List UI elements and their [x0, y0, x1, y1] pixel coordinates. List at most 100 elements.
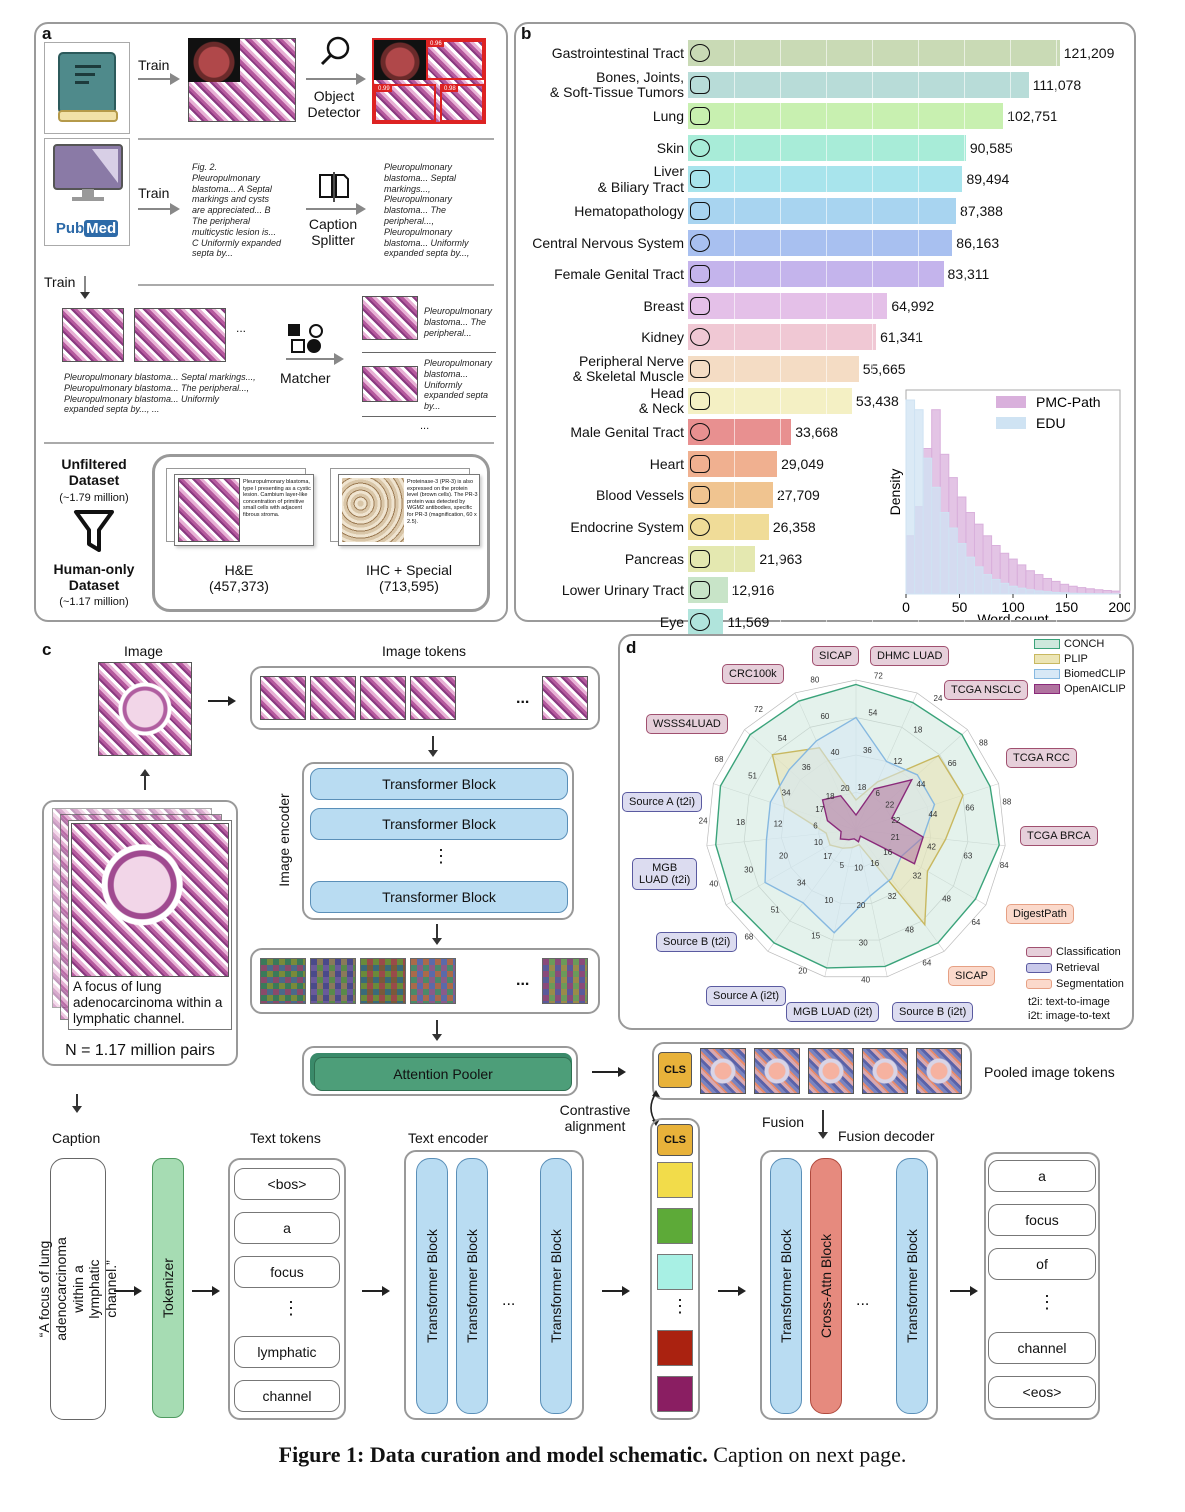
radar-tick-label: 6 [813, 821, 818, 830]
radar-axis-label: TCGA NSCLC [944, 680, 1029, 700]
radar-tick-label: 54 [868, 709, 877, 718]
bar-grid-line [964, 40, 965, 641]
pairs-count: N = 1.17 million pairs [65, 1042, 215, 1059]
text-encoder-ellipsis: ... [502, 1292, 516, 1309]
radar-tick-label: 15 [811, 931, 820, 940]
caption-splitter-icon [318, 172, 350, 207]
radar-tick-label: 63 [963, 852, 972, 861]
model-legend-swatch [1034, 639, 1060, 649]
row-divider-3 [44, 442, 494, 444]
histogram-bar [991, 578, 1001, 595]
tokenizer-label: Tokenizer [160, 1258, 177, 1318]
bar-category-label: Skin [656, 139, 684, 156]
histogram-bar [1016, 587, 1027, 595]
pubmed-logo-b: Med [84, 220, 119, 237]
radar-tick-label: 40 [831, 748, 840, 757]
bar [688, 166, 963, 193]
bar-category-label: Kidney [641, 329, 684, 346]
radar-tick-label: 30 [744, 866, 753, 875]
bar [688, 198, 957, 224]
model-legend-item: BiomedCLIP [1034, 668, 1126, 680]
histogram-x-tick-label: 50 [952, 599, 968, 615]
text-embedding-box [650, 1118, 700, 1420]
nerve-icon [690, 360, 710, 378]
pair-card: A focus of lung adenocarcinoma within a … [68, 820, 232, 1030]
radar-tick-label: 64 [971, 918, 980, 927]
radar-tick-label: 44 [928, 810, 937, 819]
bar [688, 229, 953, 256]
histogram-legend-label: PMC-Path [1036, 394, 1101, 410]
brain-icon [690, 233, 710, 252]
matcher-input-image-1 [62, 308, 124, 362]
bar-category-label: Lower Urinary Tract [561, 582, 684, 599]
split-captions-text: Pleuropulmonary blastoma... Septal marki… [384, 162, 470, 259]
organ-bar-chart: Gastrointestinal Tract 121,209 Bones, Join… [514, 22, 1136, 641]
histogram-y-label: Density [887, 469, 903, 516]
match-divider [362, 352, 496, 353]
image-embedding [360, 958, 406, 1004]
bar-category-label: Lung [652, 108, 684, 125]
radar-tick-label: 17 [823, 852, 832, 861]
radar-tick-label: 72 [874, 672, 883, 681]
bar-grid-line [872, 40, 873, 641]
figure-caption-bold: Figure 1: Data curation and model schema… [278, 1442, 708, 1467]
image-encoder-box [302, 762, 574, 920]
radar-tick-label: 36 [802, 763, 811, 772]
attention-pooler: Attention Pooler [314, 1057, 572, 1091]
pooled-to-fusion-arrow [818, 1110, 828, 1139]
bar-value-label: 121,209 [1063, 45, 1115, 61]
text-token: channel [234, 1380, 340, 1412]
detection-score-3: 0.98 [442, 86, 458, 92]
radar-tick-label: 84 [1000, 861, 1009, 870]
caption-box: “A focus of lung adenocarcinoma within a… [36, 1158, 119, 1420]
pooled-cls-token: CLS [658, 1052, 692, 1088]
he-card: Pleuropulmonary blastoma, type I present… [174, 474, 314, 546]
bar-grid-line [780, 40, 781, 641]
radar-tick-label: 34 [782, 788, 791, 797]
bar-category-label: Hematopathology [574, 203, 684, 219]
histogram-legend-swatch [996, 417, 1026, 429]
histogram-bar [1068, 592, 1078, 595]
model-legend-item: OpenAICLIP [1034, 683, 1126, 695]
panel-b-letter: b [521, 24, 532, 43]
caption-splitter-label: Caption Splitter [308, 216, 358, 249]
model-legend-item: PLIP [1034, 653, 1088, 665]
text-embedding [657, 1208, 693, 1244]
gross-specimen-thumb [188, 38, 240, 82]
row-divider-2 [138, 284, 494, 286]
radar-tick-label: 72 [754, 705, 763, 714]
bar [688, 71, 1029, 98]
input-image [98, 662, 192, 756]
object-detector-label: Object Detector [307, 88, 361, 121]
panel-a-letter: a [42, 24, 52, 43]
output-token: focus [988, 1204, 1096, 1236]
radar-axis-label: Source B (t2i) [656, 932, 738, 952]
text-cls-token: CLS [657, 1124, 693, 1156]
fusion-transformer-block-2: Transformer Block [896, 1158, 928, 1414]
train-arrow-3 [80, 276, 90, 299]
output-tokens-box [984, 1152, 1100, 1420]
pubmed-logo-a: Pub [55, 220, 85, 237]
radar-tick-label: 20 [798, 966, 807, 975]
output-token: <eos> [988, 1376, 1096, 1408]
radar-tick-label: 24 [699, 817, 708, 826]
radar-tick-label: 40 [861, 976, 870, 985]
image-label: Image [124, 643, 163, 659]
fusion-decoder-box [760, 1150, 938, 1420]
matched-caption-2: Pleuropulmonary blastoma... Uniformly ex… [424, 358, 493, 412]
image-text-pairs-box [42, 800, 238, 1066]
train-arrow-1 [138, 73, 180, 85]
human-only-dataset-title: Human-only Dataset [53, 561, 135, 594]
caption-to-tokenizer-arrow [114, 1286, 142, 1296]
histogram-x-tick-label: 200 [1108, 599, 1130, 615]
figure-caption: Figure 1: Data curation and model schema… [0, 1442, 1185, 1468]
text-embedding [657, 1162, 693, 1198]
tokenizer: Tokenizer [152, 1158, 184, 1418]
radar-tick-label: 68 [715, 755, 724, 764]
contrastive-alignment-label: Contrastive alignment [559, 1102, 631, 1135]
radar-tick-label: 6 [875, 789, 880, 798]
task-legend-label: Classification [1056, 946, 1121, 958]
bar-value-label: 55,665 [862, 361, 906, 377]
bar-value-label: 26,358 [772, 519, 816, 535]
radar-axis-label: DHMC LUAD [870, 646, 950, 666]
